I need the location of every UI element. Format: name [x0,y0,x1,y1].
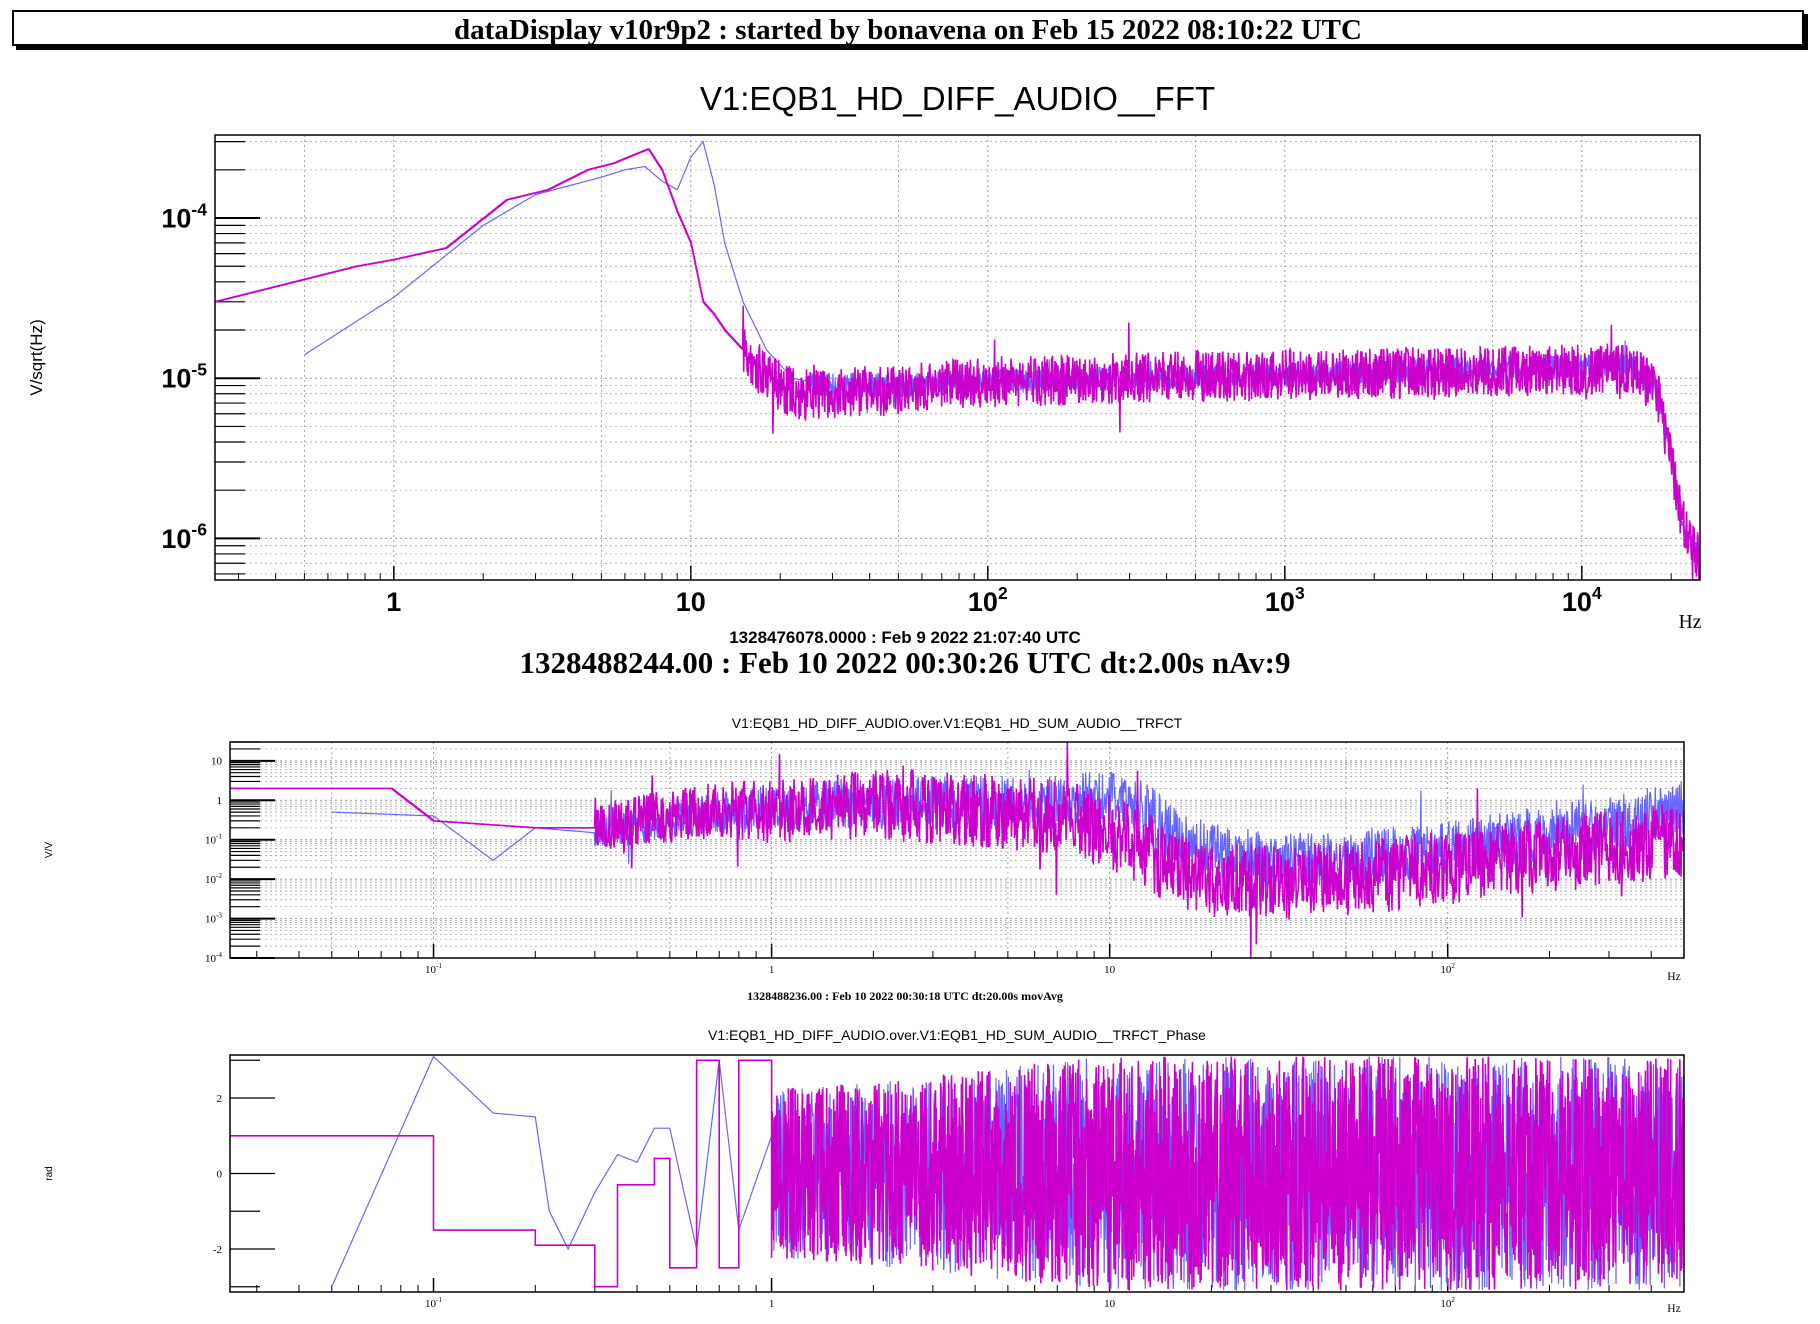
y-tick-label: -2 [213,1244,222,1256]
x-tick-label: 10-1 [425,1296,442,1310]
series-reference-line [230,742,1684,958]
x-tick-label: 103 [1265,583,1305,617]
chart-title: V1:EQB1_HD_DIFF_AUDIO__FFT [700,80,1215,117]
x-tick-label: 102 [1440,962,1455,976]
y-tick-label: 10-6 [161,520,207,554]
plot-frame [229,741,1685,959]
x-tick-label: 1 [769,1298,775,1310]
chart-panel-3: V1:EQB1_HD_DIFF_AUDIO.over.V1:EQB1_HD_SU… [44,1027,1685,1315]
x-axis-label: Hz [1667,1303,1680,1315]
y-tick-label: 10-2 [205,872,222,886]
x-tick-label: 10 [1104,964,1116,976]
series-reference-line [215,148,1700,580]
y-tick-label: 10-4 [161,199,207,233]
y-axis-label: rad [44,1166,55,1180]
x-tick-label: 1 [386,587,401,617]
y-tick-label: 10-1 [205,833,222,847]
reference-time-label: 1328476078.0000 : Feb 9 2022 21:07:40 UT… [729,628,1081,647]
x-axis-label: Hz [1679,612,1702,633]
y-tick-label: 10-4 [205,951,222,965]
x-tick-label: 10-1 [425,962,442,976]
x-tick-label: 1 [769,964,775,976]
chart-panel-1: V1:EQB1_HD_DIFF_AUDIO__FFT V/sqrt(Hz) 1 10 1… [27,80,1702,680]
x-tick-label: 104 [1562,583,1602,617]
series-current-line [331,769,1684,889]
series-reference-line [230,1056,1684,1291]
time-footer-label: 1328488236.00 : Feb 10 2022 00:30:18 UTC… [747,989,1063,1003]
y-tick-label: 2 [217,1093,223,1105]
x-tick-label: 10 [676,587,706,617]
x-tick-label: 10 [1104,1298,1116,1310]
y-tick-label: 10-3 [205,911,222,925]
x-tick-label: 102 [968,583,1008,617]
chart-title: V1:EQB1_HD_DIFF_AUDIO.over.V1:EQB1_HD_SU… [708,1027,1206,1043]
plot-frame [229,1054,1685,1293]
y-axis-label: V/V [44,842,55,858]
x-tick-label: 102 [1440,1296,1455,1310]
chart-title: V1:EQB1_HD_DIFF_AUDIO.over.V1:EQB1_HD_SU… [732,715,1183,731]
plot-frame [214,134,1701,581]
y-tick-label: 10 [211,756,223,768]
chart-panel-2: V1:EQB1_HD_DIFF_AUDIO.over.V1:EQB1_HD_SU… [44,715,1685,1003]
x-axis-label: Hz [1667,971,1680,983]
y-tick-label: 1 [217,795,223,807]
y-tick-label: 10-5 [161,360,207,394]
time-footer-label: 1328488244.00 : Feb 10 2022 00:30:26 UTC… [520,645,1291,680]
y-tick-label: 0 [217,1169,223,1181]
app-title-bar: dataDisplay v10r9p2 : started by bonaven… [12,10,1804,46]
y-axis-label: V/sqrt(Hz) [27,319,46,396]
